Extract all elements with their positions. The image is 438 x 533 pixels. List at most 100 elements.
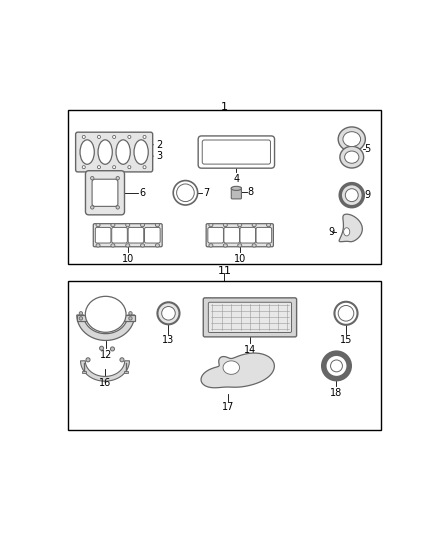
Ellipse shape <box>113 166 116 168</box>
Ellipse shape <box>79 312 83 315</box>
Bar <box>68 110 381 264</box>
Ellipse shape <box>338 127 365 151</box>
Ellipse shape <box>343 132 360 147</box>
Polygon shape <box>77 315 134 341</box>
Ellipse shape <box>134 140 148 164</box>
Ellipse shape <box>267 223 271 227</box>
Ellipse shape <box>126 223 130 227</box>
FancyBboxPatch shape <box>202 140 271 164</box>
FancyBboxPatch shape <box>76 132 153 172</box>
Ellipse shape <box>324 353 349 378</box>
Ellipse shape <box>177 184 194 201</box>
FancyBboxPatch shape <box>208 228 223 243</box>
Ellipse shape <box>99 346 104 350</box>
FancyBboxPatch shape <box>206 224 273 247</box>
Ellipse shape <box>162 306 175 320</box>
Ellipse shape <box>91 206 94 209</box>
Ellipse shape <box>111 244 115 247</box>
Text: 2: 2 <box>156 140 163 150</box>
Ellipse shape <box>157 302 180 324</box>
Ellipse shape <box>209 244 213 247</box>
Text: 1: 1 <box>221 102 228 112</box>
Ellipse shape <box>80 140 94 164</box>
Ellipse shape <box>252 244 256 247</box>
Ellipse shape <box>155 223 159 227</box>
Text: 6: 6 <box>140 188 146 198</box>
FancyBboxPatch shape <box>95 228 111 243</box>
Ellipse shape <box>128 135 131 139</box>
Ellipse shape <box>141 223 145 227</box>
Text: 15: 15 <box>340 335 352 345</box>
Ellipse shape <box>143 135 146 139</box>
Bar <box>124 370 128 374</box>
Text: 18: 18 <box>330 388 343 398</box>
Ellipse shape <box>345 189 358 201</box>
Text: 17: 17 <box>222 402 234 412</box>
Ellipse shape <box>129 312 132 315</box>
Ellipse shape <box>173 181 198 205</box>
Ellipse shape <box>116 176 120 180</box>
FancyBboxPatch shape <box>203 298 297 337</box>
Text: 13: 13 <box>162 335 175 345</box>
Text: 8: 8 <box>247 187 254 197</box>
Ellipse shape <box>110 347 114 351</box>
Polygon shape <box>81 361 129 381</box>
Ellipse shape <box>209 223 213 227</box>
FancyBboxPatch shape <box>224 228 240 243</box>
Ellipse shape <box>231 187 241 190</box>
Text: 9: 9 <box>364 190 371 200</box>
Ellipse shape <box>338 305 354 321</box>
Text: 16: 16 <box>99 378 111 389</box>
FancyBboxPatch shape <box>256 228 272 243</box>
FancyBboxPatch shape <box>145 228 160 243</box>
Ellipse shape <box>223 223 227 227</box>
Ellipse shape <box>155 244 159 247</box>
Ellipse shape <box>97 166 100 168</box>
Ellipse shape <box>129 317 132 320</box>
FancyBboxPatch shape <box>240 228 256 243</box>
Ellipse shape <box>98 140 112 164</box>
Ellipse shape <box>85 296 126 332</box>
Ellipse shape <box>111 223 115 227</box>
Ellipse shape <box>143 166 146 168</box>
Polygon shape <box>344 228 350 236</box>
Text: 10: 10 <box>233 254 246 264</box>
Ellipse shape <box>86 358 90 362</box>
Ellipse shape <box>116 206 120 209</box>
Ellipse shape <box>82 135 85 139</box>
Ellipse shape <box>141 244 145 247</box>
Ellipse shape <box>96 223 100 227</box>
Ellipse shape <box>79 317 83 320</box>
Ellipse shape <box>335 302 357 325</box>
Ellipse shape <box>113 135 116 139</box>
FancyBboxPatch shape <box>112 228 127 243</box>
Ellipse shape <box>267 244 271 247</box>
Ellipse shape <box>97 135 100 139</box>
Text: 12: 12 <box>99 350 112 360</box>
Text: 10: 10 <box>122 254 134 264</box>
Text: 11: 11 <box>218 266 231 276</box>
Ellipse shape <box>345 151 359 163</box>
FancyBboxPatch shape <box>231 188 241 199</box>
FancyBboxPatch shape <box>93 224 162 247</box>
Ellipse shape <box>238 244 242 247</box>
Ellipse shape <box>82 166 85 168</box>
Ellipse shape <box>340 146 364 168</box>
Ellipse shape <box>340 184 363 207</box>
Text: 3: 3 <box>156 151 162 161</box>
Ellipse shape <box>223 244 227 247</box>
Bar <box>68 281 381 431</box>
FancyBboxPatch shape <box>128 228 144 243</box>
FancyBboxPatch shape <box>208 302 292 333</box>
Ellipse shape <box>116 140 130 164</box>
Ellipse shape <box>238 223 242 227</box>
FancyBboxPatch shape <box>92 179 118 206</box>
FancyBboxPatch shape <box>85 171 124 215</box>
Bar <box>81 370 86 374</box>
Text: 7: 7 <box>203 188 210 198</box>
Polygon shape <box>339 214 362 241</box>
Polygon shape <box>223 361 240 374</box>
Bar <box>77 315 134 321</box>
Ellipse shape <box>126 244 130 247</box>
Ellipse shape <box>120 358 124 362</box>
